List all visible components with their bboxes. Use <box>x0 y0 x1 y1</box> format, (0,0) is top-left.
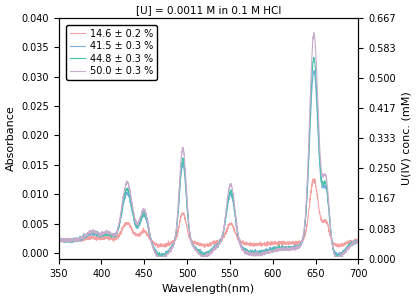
14.6 ± 0.2 % <box>356 238 361 241</box>
X-axis label: Wavelength(nm): Wavelength(nm) <box>162 284 255 294</box>
Line: 14.6 ± 0.2 %: 14.6 ± 0.2 % <box>58 179 359 247</box>
44.8 ± 0.3 % <box>356 239 361 243</box>
44.8 ± 0.3 % <box>347 244 352 248</box>
50.0 ± 0.3 % <box>347 245 352 249</box>
50.0 ± 0.3 % <box>194 249 199 253</box>
Legend: 14.6 ± 0.2 %, 41.5 ± 0.3 %, 44.8 ± 0.3 %, 50.0 ± 0.3 %: 14.6 ± 0.2 %, 41.5 ± 0.3 %, 44.8 ± 0.3 %… <box>66 25 157 80</box>
14.6 ± 0.2 % <box>202 245 207 249</box>
50.0 ± 0.3 % <box>347 243 352 247</box>
50.0 ± 0.3 % <box>311 31 317 34</box>
14.6 ± 0.2 % <box>56 237 61 241</box>
41.5 ± 0.3 % <box>347 244 352 248</box>
50.0 ± 0.3 % <box>292 247 297 251</box>
14.6 ± 0.2 % <box>347 239 352 243</box>
Line: 44.8 ± 0.3 %: 44.8 ± 0.3 % <box>58 58 359 256</box>
44.8 ± 0.3 % <box>71 238 76 242</box>
41.5 ± 0.3 % <box>356 238 361 242</box>
41.5 ± 0.3 % <box>202 251 207 254</box>
44.8 ± 0.3 % <box>311 56 316 59</box>
50.0 ± 0.3 % <box>154 254 159 258</box>
14.6 ± 0.2 % <box>347 242 352 246</box>
Line: 41.5 ± 0.3 %: 41.5 ± 0.3 % <box>58 71 359 256</box>
Y-axis label: U(IV) conc. (mM): U(IV) conc. (mM) <box>402 92 412 185</box>
44.8 ± 0.3 % <box>202 253 207 256</box>
Title: [U] = 0.0011 M in 0.1 M HCl: [U] = 0.0011 M in 0.1 M HCl <box>136 6 281 16</box>
50.0 ± 0.3 % <box>356 241 361 245</box>
50.0 ± 0.3 % <box>56 238 61 242</box>
44.8 ± 0.3 % <box>156 254 161 258</box>
Y-axis label: Absorbance: Absorbance <box>5 106 15 171</box>
Line: 50.0 ± 0.3 %: 50.0 ± 0.3 % <box>58 33 359 256</box>
41.5 ± 0.3 % <box>56 239 61 242</box>
14.6 ± 0.2 % <box>312 177 317 181</box>
50.0 ± 0.3 % <box>71 238 76 242</box>
14.6 ± 0.2 % <box>155 246 160 249</box>
50.0 ± 0.3 % <box>202 254 207 257</box>
41.5 ± 0.3 % <box>71 239 76 243</box>
14.6 ± 0.2 % <box>292 241 297 245</box>
44.8 ± 0.3 % <box>194 248 199 252</box>
44.8 ± 0.3 % <box>56 237 61 241</box>
41.5 ± 0.3 % <box>311 69 317 73</box>
14.6 ± 0.2 % <box>71 238 76 242</box>
41.5 ± 0.3 % <box>347 243 352 247</box>
41.5 ± 0.3 % <box>194 248 199 251</box>
41.5 ± 0.3 % <box>292 244 297 248</box>
14.6 ± 0.2 % <box>194 241 199 244</box>
41.5 ± 0.3 % <box>158 254 163 258</box>
44.8 ± 0.3 % <box>347 244 352 247</box>
44.8 ± 0.3 % <box>292 245 297 249</box>
